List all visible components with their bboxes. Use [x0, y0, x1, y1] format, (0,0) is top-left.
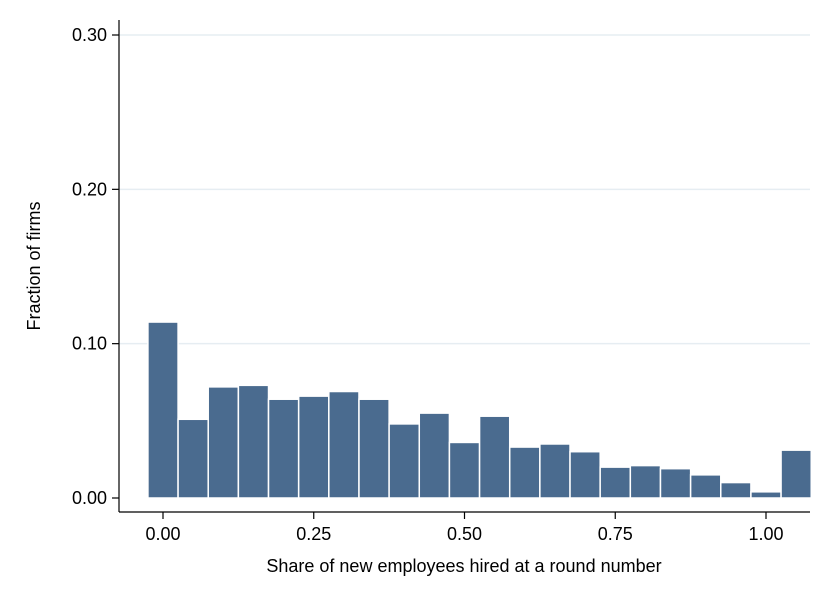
- x-tick-label-4: 1.00: [748, 524, 783, 544]
- histogram-bar-4: [267, 398, 300, 499]
- histogram-bar-0: [147, 321, 179, 499]
- histogram-bar-14: [569, 450, 601, 499]
- histogram-bar-3: [237, 384, 270, 499]
- histogram-bar-7: [358, 398, 390, 499]
- x-tick-label-2: 0.50: [447, 524, 482, 544]
- y-axis-title: Fraction of firms: [24, 201, 44, 330]
- histogram-bar-2: [207, 386, 240, 499]
- axes: [112, 20, 810, 519]
- histogram-bar-1: [177, 418, 209, 499]
- histogram-bar-9: [418, 412, 451, 499]
- histogram-bar-5: [297, 395, 330, 499]
- tick-labels: 0.00 0.10 0.20 0.30 0.00 0.25 0.50 0.75 1.00: [72, 25, 784, 544]
- y-tick-label-1: 0.10: [72, 334, 107, 354]
- histogram-bar-10: [448, 441, 481, 499]
- histogram-bar-16: [629, 464, 662, 499]
- gridlines: [119, 34, 810, 345]
- y-tick-label-0: 0.00: [72, 488, 107, 508]
- histogram-bar-18: [689, 474, 722, 499]
- histogram-bar-15: [599, 466, 632, 499]
- histogram-bar-11: [478, 415, 511, 499]
- histogram-bar-20: [750, 491, 782, 499]
- histogram-bar-6: [328, 390, 360, 499]
- histogram-bar-17: [659, 467, 692, 499]
- histogram-bar-12: [508, 446, 541, 499]
- x-tick-label-0: 0.00: [145, 524, 180, 544]
- y-tick-label-3: 0.30: [72, 25, 107, 45]
- y-tick-label-2: 0.20: [72, 179, 107, 199]
- histogram-bar-19: [720, 481, 752, 499]
- bars: [147, 321, 812, 499]
- histogram-bar-21: [780, 449, 812, 499]
- x-tick-label-1: 0.25: [296, 524, 331, 544]
- histogram-bar-13: [539, 443, 571, 499]
- x-axis-title: Share of new employees hired at a round …: [266, 556, 661, 576]
- x-tick-label-3: 0.75: [598, 524, 633, 544]
- histogram-bar-8: [388, 423, 421, 499]
